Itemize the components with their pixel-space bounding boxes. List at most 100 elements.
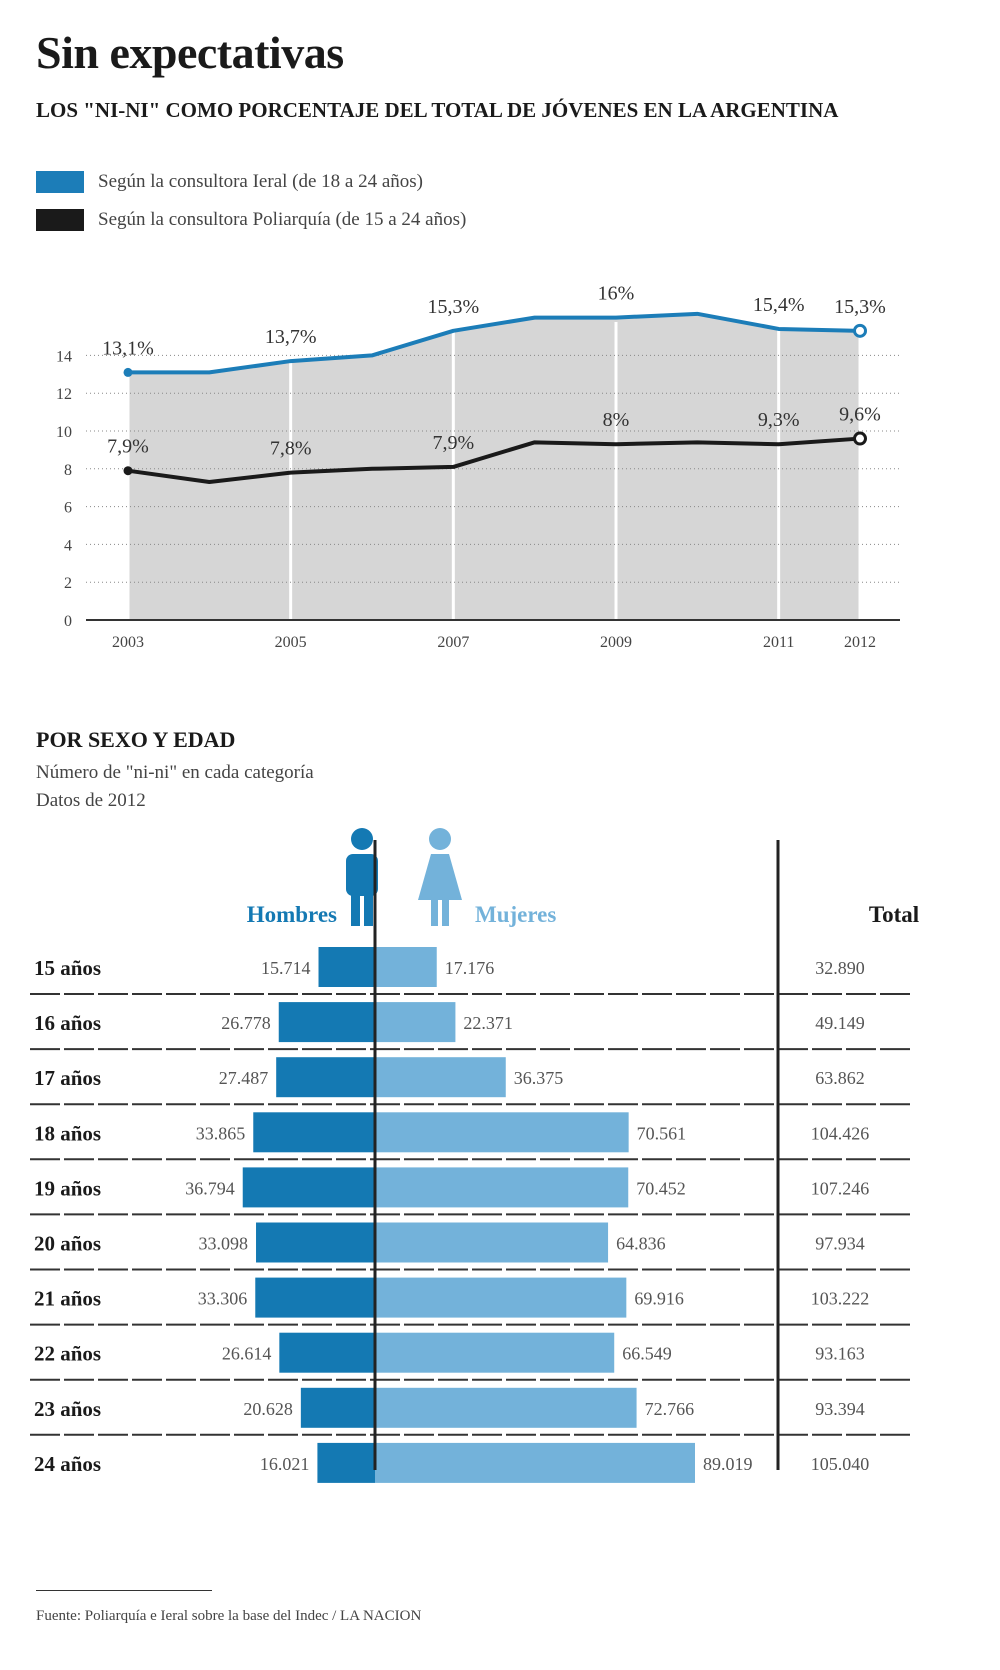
total-value-label: 63.862 [815,1068,865,1088]
women-value-label: 70.452 [636,1178,686,1198]
women-bar [375,1222,609,1263]
total-value-label: 107.246 [811,1178,870,1198]
women-value-label: 17.176 [445,958,495,978]
line-chart: 0 2 4 6 8 10 12 14 2003 2005 2007 2009 2011 2012 13,1%… [56,283,900,650]
y-tick-label: 14 [56,348,72,365]
chart-area-fill [128,313,860,620]
line-series-poliarquia [127,436,861,485]
men-bar [276,1057,375,1098]
woman-icon [418,828,462,926]
y-tick-label: 0 [64,613,72,630]
age-label: 22 años [34,1342,101,1366]
women-value-label: 89.019 [703,1454,753,1474]
men-value-label: 20.628 [243,1399,293,1419]
total-header: Total [869,902,919,927]
x-tick-label: 2003 [112,634,144,650]
women-value-label: 70.561 [637,1123,687,1143]
men-value-label: 26.614 [222,1344,272,1364]
data-label: 9,6% [839,404,881,426]
total-value-label: 104.426 [811,1123,870,1143]
page-title: Sin expectativas [36,27,344,78]
data-label: 15,3% [834,296,886,318]
men-value-label: 15.714 [261,958,311,978]
total-value-label: 93.394 [815,1399,865,1419]
legend-label-ieral: Según la consultora Ieral (de 18 a 24 añ… [98,171,424,192]
y-tick-label: 4 [64,537,72,554]
women-value-label: 36.375 [514,1068,564,1088]
age-label: 23 años [34,1397,101,1421]
line-end-point [853,323,867,338]
men-bar [300,1387,375,1428]
total-value-label: 97.934 [815,1234,865,1254]
men-bar [318,947,375,987]
legend-item-ieral: Según la consultora Ieral (de 18 a 24 añ… [36,168,423,196]
source-divider [36,1590,212,1591]
men-value-label: 36.794 [185,1178,235,1198]
men-value-label: 16.021 [260,1454,310,1474]
data-label: 15,4% [753,294,805,316]
data-label: 13,1% [102,337,154,359]
women-value-label: 22.371 [463,1013,512,1033]
women-value-label: 66.549 [622,1344,672,1364]
data-label: 8% [603,409,630,431]
data-label: 16% [598,283,635,305]
men-bar [317,1442,375,1483]
x-tick-label: 2012 [844,634,876,650]
y-tick-label: 12 [56,386,72,403]
age-label: 15 años [34,956,101,980]
women-bar [375,947,437,987]
women-bar [375,1057,506,1098]
men-value-label: 26.778 [221,1013,271,1033]
total-value-label: 105.040 [811,1454,870,1474]
men-value-label: 33.306 [198,1289,248,1309]
age-label: 19 años [34,1176,101,1200]
women-bar [375,1442,695,1483]
men-value-label: 33.865 [196,1123,246,1143]
total-value-label: 32.890 [815,958,865,978]
x-tick-label: 2009 [600,634,632,650]
men-header: Hombres [247,902,337,927]
total-value-label: 93.163 [815,1344,865,1364]
men-value-label: 27.487 [219,1068,269,1088]
source-note: Fuente: Poliarquía e Ieral sobre la base… [36,1608,422,1624]
women-value-label: 72.766 [645,1399,695,1419]
x-tick-label: 2005 [275,634,307,650]
women-bar [375,1167,629,1208]
age-label: 17 años [34,1066,101,1090]
men-value-label: 33.098 [199,1234,249,1254]
data-label: 7,8% [270,438,312,460]
data-label: 15,3% [427,296,479,318]
women-value-label: 69.916 [634,1289,684,1309]
legend-swatch-ieral [36,171,84,193]
x-tick-label: 2007 [437,634,469,650]
section-title: POR SEXO Y EDAD [36,727,236,752]
chart-subtitle: LOS "NI-NI" COMO PORCENTAJE DEL TOTAL DE… [36,98,839,122]
data-label: 13,7% [265,326,317,348]
men-bar [279,1332,375,1373]
men-bar [278,1002,375,1043]
total-value-label: 49.149 [815,1013,865,1033]
line-start-point [123,367,133,377]
legend-label-poliarquia: Según la consultora Poliarquía (de 15 a … [98,209,467,230]
men-bar [253,1112,375,1153]
legend-swatch-poliarquia [36,209,84,231]
total-value-label: 103.222 [811,1289,870,1309]
women-bar [375,1387,637,1428]
women-bar [375,1002,456,1043]
women-value-label: 64.836 [616,1234,666,1254]
men-bar [242,1167,375,1208]
age-label: 18 años [34,1121,101,1145]
x-tick-label: 2011 [763,634,794,650]
man-icon [346,828,378,926]
legend-item-poliarquia: Según la consultora Poliarquía (de 15 a … [36,206,466,234]
men-bar [255,1277,375,1318]
women-bar [375,1277,627,1318]
section-date-note: Datos de 2012 [36,790,146,811]
line-end-point [853,431,867,446]
line-series-ieral [128,311,861,375]
data-label: 7,9% [107,436,149,458]
y-tick-label: 10 [56,424,72,441]
age-label: 21 años [34,1287,101,1311]
data-label: 9,3% [758,409,800,431]
population-pyramid-chart: Hombres Mujeres Total 15 años 15.714 17.17… [30,828,919,1483]
